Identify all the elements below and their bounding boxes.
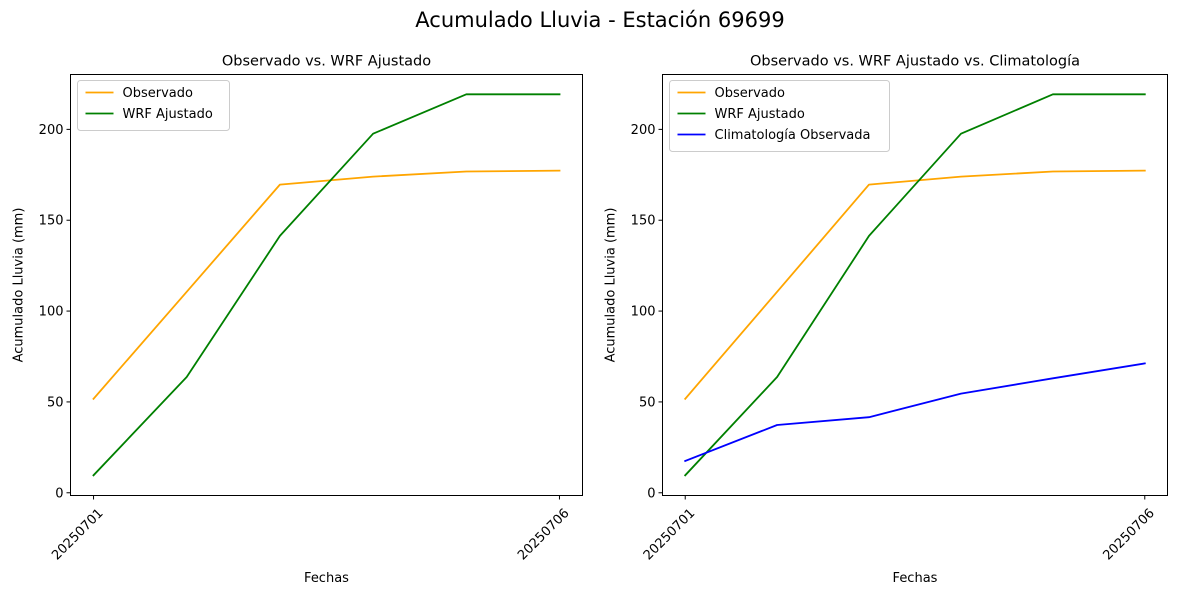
- x-tick-label: 20250706: [1100, 506, 1157, 563]
- legend-label: WRF Ajustado: [123, 107, 213, 122]
- x-tick-label: 20250701: [49, 506, 106, 563]
- x-tick-label: 20250701: [641, 506, 698, 563]
- x-tick-label: 20250706: [515, 506, 572, 563]
- legend-label: Observado: [715, 86, 786, 101]
- series-line-2: [92, 93, 561, 477]
- plot-frame: [662, 74, 1168, 496]
- legend-box: [77, 80, 230, 131]
- y-axis-label: Acumulado Lluvia (mm): [604, 208, 619, 363]
- plot-frame: [70, 74, 583, 496]
- y-tick-label: 200: [39, 123, 64, 138]
- legend-label: Observado: [123, 86, 194, 101]
- y-tick-label: 0: [55, 486, 63, 501]
- legend-label: WRF Ajustado: [715, 107, 805, 122]
- chart-title: Observado vs. WRF Ajustado vs. Climatolo…: [750, 54, 1080, 70]
- series-line-1: [683, 169, 1146, 401]
- legend-label: Climatología Observada: [715, 128, 871, 143]
- y-tick-label: 150: [631, 214, 656, 229]
- x-axis-label: Fechas: [893, 571, 938, 586]
- y-tick-label: 150: [39, 214, 64, 229]
- y-tick-label: 200: [631, 123, 656, 138]
- y-tick-label: 100: [39, 305, 64, 320]
- y-tick-label: 50: [47, 395, 64, 410]
- chart-panel-1: Observado vs. WRF Ajustado 0 50 100 150 200 20…: [12, 54, 583, 586]
- series-line-3: [684, 362, 1146, 463]
- y-tick-label: 0: [647, 486, 655, 501]
- y-tick-label: 50: [639, 395, 656, 410]
- y-tick-label: 100: [631, 305, 656, 320]
- figure-title: Acumulado Lluvia - Estación 69699: [415, 8, 785, 32]
- chart-title: Observado vs. WRF Ajustado: [222, 54, 431, 70]
- y-axis-label: Acumulado Lluvia (mm): [12, 208, 27, 363]
- legend-box: [669, 80, 890, 152]
- series-line-2: [683, 93, 1146, 477]
- chart-panel-2: Observado vs. WRF Ajustado vs. Climatolo…: [604, 54, 1168, 586]
- series-line-1: [92, 169, 561, 401]
- x-axis-label: Fechas: [304, 571, 349, 586]
